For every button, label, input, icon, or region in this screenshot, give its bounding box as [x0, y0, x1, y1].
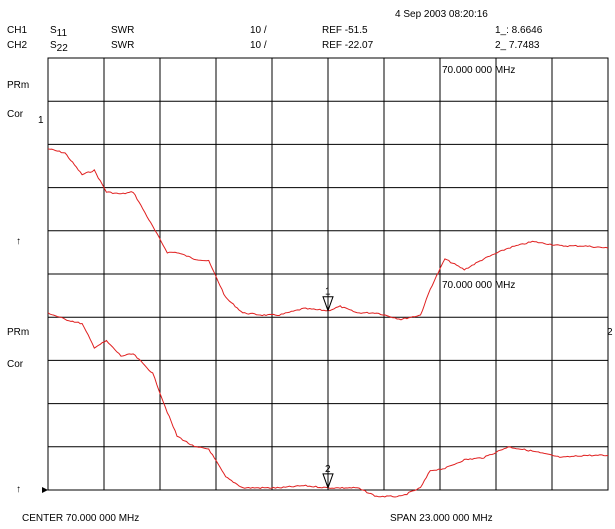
ch2-cor-label: Cor: [7, 359, 24, 370]
grid: [47, 57, 609, 491]
trace-ch2: [47, 312, 609, 498]
ch2-marker-readout: 70.000 000 MHz: [442, 280, 516, 291]
ch1-cor-label: Cor: [7, 109, 24, 120]
ch1-prm-label: PRm: [7, 80, 30, 91]
ch1-label: CH1: [7, 25, 28, 36]
ch2-prm-label: PRm: [7, 327, 30, 338]
ch1-marker-value: 1_: 8.6646: [495, 25, 543, 36]
marker-2-triangle-icon: [322, 473, 334, 490]
span-frequency: SPAN 23.000 000 MHz: [390, 513, 493, 524]
ch2-format: SWR: [111, 40, 135, 51]
marker-symbols: 12: [322, 287, 334, 490]
ch2-scale: 10 /: [250, 40, 267, 51]
marker-1-label: 1: [325, 287, 331, 298]
marker-2-label: 2: [325, 464, 331, 475]
trace-ch1: [47, 148, 609, 321]
ch1-param: S11: [50, 25, 68, 39]
marker-1-triangle-icon: [322, 296, 334, 313]
ch2-marker-value: 2_ 7.7483: [495, 40, 540, 51]
traces: [47, 148, 609, 498]
ch1-ref: REF -51.5: [322, 25, 368, 36]
ch2-param: S22: [50, 40, 68, 54]
ch1-scale: 10 /: [250, 25, 267, 36]
ch1-ref-number: 1: [38, 115, 44, 126]
ch2-ref-arrow: ↑: [16, 484, 21, 495]
ch1-ref-arrow: ↑: [16, 236, 21, 247]
left-axis-arrow-icon: [42, 487, 48, 493]
datetime: 4 Sep 2003 08:20:16: [395, 9, 488, 20]
ch2-ref: REF -22.07: [322, 40, 374, 51]
ch2-ref-number: 2: [607, 327, 613, 338]
ch1-marker-readout: 70.000 000 MHz: [442, 65, 516, 76]
ch1-format: SWR: [111, 25, 135, 36]
center-frequency: CENTER 70.000 000 MHz: [22, 513, 140, 524]
ch2-label: CH2: [7, 40, 28, 51]
